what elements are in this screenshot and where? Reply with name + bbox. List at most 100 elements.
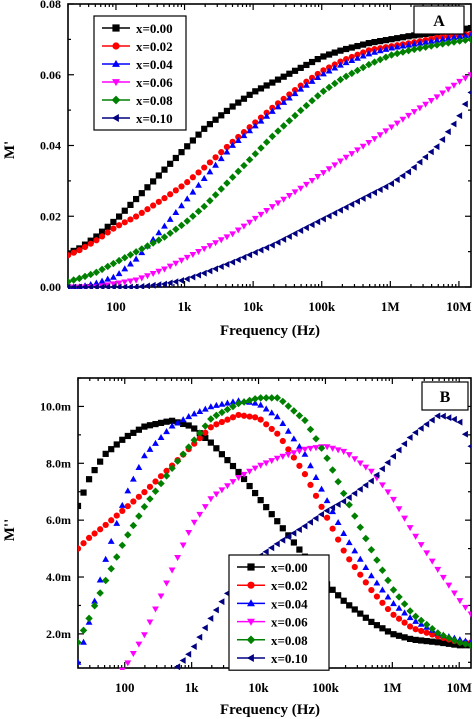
data-point <box>195 169 202 176</box>
data-point <box>390 600 397 607</box>
x-tick-label: 100 <box>115 680 135 695</box>
data-point <box>115 256 123 265</box>
data-point <box>234 227 242 234</box>
data-point <box>274 103 282 110</box>
data-point <box>314 92 322 100</box>
data-point <box>102 521 109 529</box>
data-point <box>86 684 93 690</box>
data-point <box>406 525 414 532</box>
data-point <box>461 100 468 108</box>
data-point <box>251 249 258 256</box>
data-point <box>91 684 97 691</box>
data-point <box>132 248 140 256</box>
data-point <box>274 76 282 83</box>
data-point <box>297 185 305 192</box>
data-point <box>401 515 408 522</box>
data-point <box>223 107 231 115</box>
data-point <box>252 414 259 421</box>
x-axis: 100 1k 10k 100k 1M 10M <box>67 4 472 314</box>
data-point <box>144 273 151 280</box>
data-point <box>345 452 353 459</box>
data-point <box>340 529 348 536</box>
data-point <box>429 638 436 645</box>
data-point <box>382 183 389 191</box>
data-point <box>451 641 458 648</box>
data-point <box>285 94 293 101</box>
data-point <box>190 519 198 526</box>
y-tick-label: 0.00 <box>40 280 61 294</box>
data-point <box>212 491 220 498</box>
data-point <box>212 161 219 168</box>
data-point <box>144 184 151 191</box>
data-point <box>280 73 287 80</box>
data-point <box>373 622 381 629</box>
data-point <box>312 445 320 452</box>
data-point <box>268 544 275 552</box>
data-point <box>235 474 242 482</box>
legend: x=0.00 x=0.02 x=0.04 x=0.06 x=0.08 x=0.10 <box>93 15 187 131</box>
data-point <box>382 53 390 61</box>
data-point <box>127 201 134 208</box>
data-point <box>367 572 375 579</box>
series-x=0.10 <box>68 90 471 289</box>
data-point <box>132 283 139 289</box>
data-point <box>135 493 142 500</box>
data-point <box>257 497 264 504</box>
data-point <box>206 159 214 166</box>
data-point <box>388 124 395 131</box>
data-point <box>163 428 170 435</box>
data-point <box>290 539 297 546</box>
data-point <box>135 463 143 470</box>
data-point <box>387 180 395 187</box>
series-x=0.00 <box>68 24 471 257</box>
data-point <box>291 90 299 97</box>
data-point <box>104 229 111 236</box>
data-point <box>450 590 458 597</box>
data-point <box>295 411 304 420</box>
data-point <box>80 684 86 691</box>
data-point <box>406 614 414 621</box>
data-point <box>351 606 358 613</box>
data-point <box>234 136 242 144</box>
data-point <box>98 233 106 240</box>
series-x=0.08 <box>68 35 471 286</box>
data-point <box>373 593 381 600</box>
data-point <box>109 281 117 288</box>
data-point <box>387 51 396 59</box>
data-point <box>201 504 209 511</box>
data-point <box>246 251 253 259</box>
data-point <box>150 202 157 209</box>
data-point <box>262 394 270 402</box>
data-point <box>179 542 187 549</box>
data-point <box>395 615 403 622</box>
data-point <box>370 58 379 66</box>
data-point <box>308 96 316 105</box>
data-point <box>433 94 441 101</box>
data-point <box>262 405 270 412</box>
data-point <box>132 277 140 284</box>
data-point <box>141 423 148 430</box>
data-point <box>393 49 401 58</box>
x-tick-label: 100k <box>308 299 336 314</box>
data-point <box>108 684 114 691</box>
data-point <box>130 498 137 505</box>
data-point <box>102 450 109 457</box>
data-point <box>335 536 342 543</box>
data-point <box>87 283 94 289</box>
data-point <box>110 218 117 226</box>
data-point <box>251 215 259 222</box>
data-point <box>301 522 308 530</box>
data-point <box>467 72 471 79</box>
data-point <box>126 251 135 259</box>
data-point <box>172 225 180 234</box>
data-point <box>78 502 82 510</box>
y-axis-title: M' <box>2 141 18 159</box>
data-point <box>416 105 424 112</box>
x-tick-label: 1M <box>381 299 400 314</box>
data-point <box>268 425 275 433</box>
data-point <box>229 402 237 411</box>
data-point <box>334 501 341 508</box>
data-point <box>184 179 191 186</box>
data-point <box>336 206 343 214</box>
data-point <box>268 204 276 211</box>
